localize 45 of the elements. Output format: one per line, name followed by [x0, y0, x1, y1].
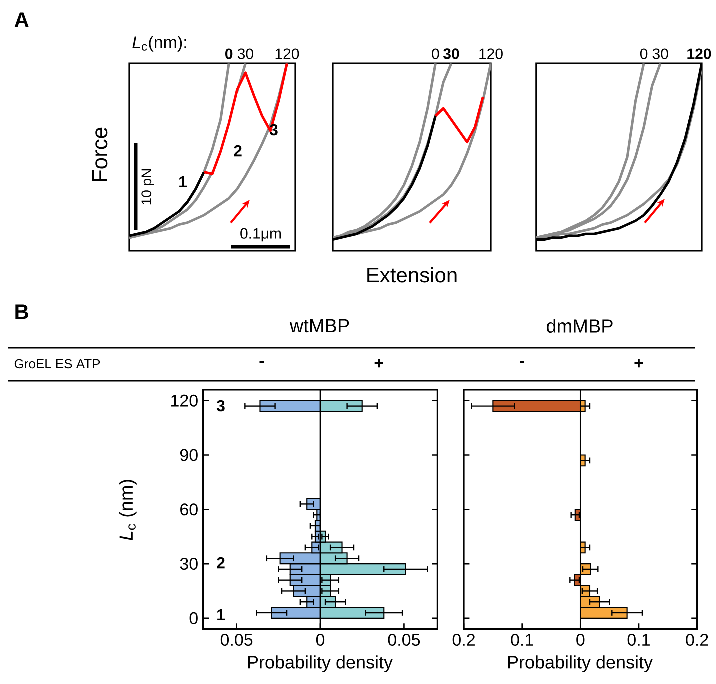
x-tick-label: 0.2	[452, 634, 475, 646]
x-axis-title: Extension	[368, 267, 457, 283]
y-tick-label: 60	[180, 504, 198, 516]
y-axis-title: Force	[92, 128, 108, 182]
y-tick-label: 30	[180, 558, 198, 570]
x-tick-label: 0.05	[388, 634, 420, 646]
text: GroEL ES ATP	[14, 359, 100, 369]
chart-title: wtMBP	[290, 319, 350, 333]
series-label: 30	[443, 48, 460, 60]
y-axis-title: L$_{c}$ (nm)	[119, 480, 137, 541]
x-tick-label: 0.1	[511, 634, 534, 646]
series-label: 120	[480, 48, 503, 60]
series-label: 120	[276, 48, 300, 60]
text: B	[16, 304, 28, 320]
x-tick-label: 0.1	[628, 634, 650, 646]
x-tick-label: 0.05	[220, 634, 253, 646]
annotation: 3	[270, 124, 278, 136]
x-axis-title: Probability density	[248, 656, 393, 672]
annotation: 3	[216, 400, 225, 412]
text: +	[374, 359, 384, 368]
x-tick-label: 0	[316, 634, 325, 646]
x-tick-label: 0	[576, 634, 585, 646]
annotation: 1	[218, 610, 226, 620]
series-label: 120	[688, 48, 712, 60]
x-tick-label: 0.2	[686, 634, 708, 646]
series-label: 0	[226, 48, 233, 60]
series-label: 0	[432, 48, 440, 60]
series-label: 0	[640, 48, 648, 60]
text: A	[14, 12, 29, 28]
text: -	[260, 361, 264, 364]
y-tick-label: 90	[180, 449, 198, 462]
series-label: 30	[238, 48, 254, 60]
annotation: 1	[180, 176, 188, 188]
x-axis-title: Probability density	[508, 656, 653, 672]
text: L$_{c}$(nm):	[132, 36, 186, 52]
y-tick-label: 120	[172, 394, 198, 407]
y-tick-label: 0	[190, 612, 198, 624]
annotation: 0.1μm	[240, 228, 281, 242]
text: -	[520, 361, 524, 364]
series-label: 30	[652, 48, 668, 60]
chart-title: dmMBP	[547, 319, 613, 333]
annotation: 2	[234, 145, 242, 157]
text: +	[634, 359, 644, 368]
annotation: 2	[217, 557, 225, 569]
annotation: 10 pN	[142, 169, 154, 205]
